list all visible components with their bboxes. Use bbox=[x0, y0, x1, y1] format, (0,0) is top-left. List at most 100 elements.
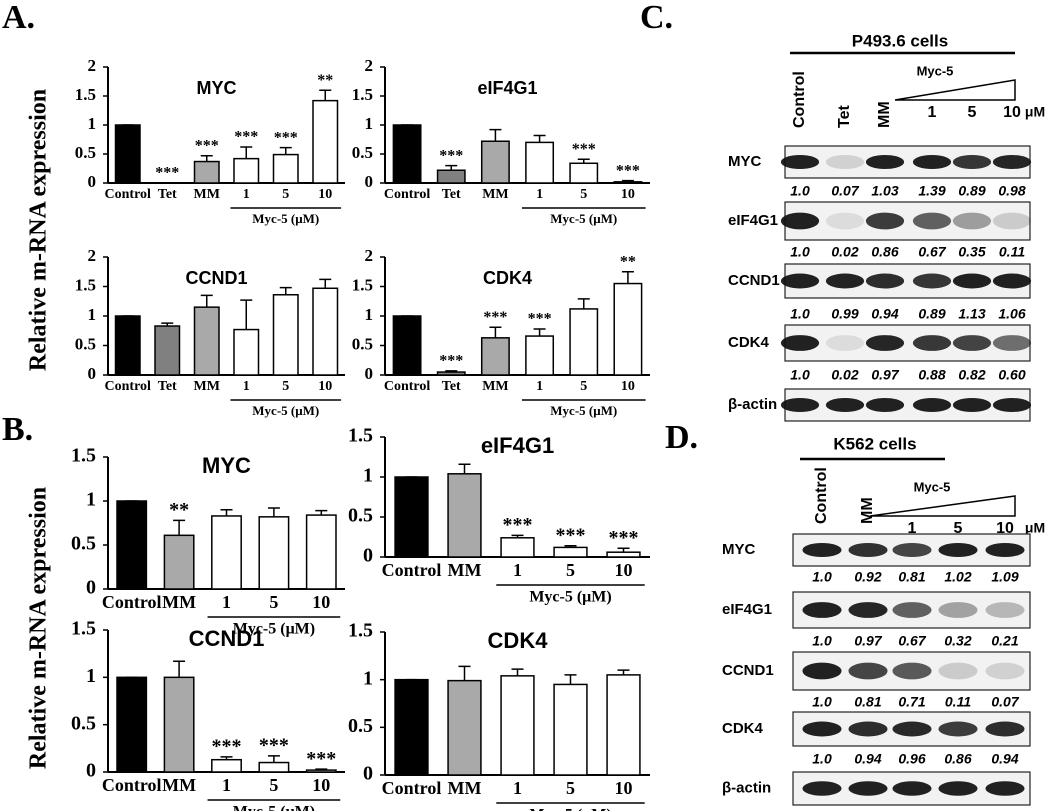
band bbox=[865, 273, 905, 289]
y-tick-label: 1.5 bbox=[348, 425, 373, 447]
bar bbox=[211, 758, 242, 773]
y-tick-label: 1.5 bbox=[71, 445, 96, 467]
bar bbox=[480, 140, 510, 184]
error-bar bbox=[533, 328, 546, 337]
x-tick-label: MM bbox=[162, 592, 196, 612]
bar bbox=[447, 473, 482, 558]
quantification: 0.86 bbox=[871, 244, 898, 260]
x-tick-label: 5 bbox=[580, 187, 587, 202]
y-tick-label: 1 bbox=[88, 114, 97, 133]
band bbox=[985, 602, 1025, 618]
band bbox=[992, 273, 1032, 289]
band bbox=[992, 397, 1032, 413]
band bbox=[865, 335, 905, 351]
band bbox=[848, 721, 888, 737]
quantification: 0.71 bbox=[898, 694, 925, 710]
error-bar bbox=[511, 668, 524, 676]
significance: *** bbox=[483, 309, 507, 326]
lane-label: Control bbox=[791, 71, 808, 128]
error-bar bbox=[319, 89, 332, 101]
quantification: 0.94 bbox=[871, 306, 898, 322]
error-bar bbox=[200, 154, 213, 162]
error-bar bbox=[200, 294, 213, 308]
x-tick-label: 1 bbox=[513, 560, 522, 580]
x-tick-label: 10 bbox=[615, 778, 633, 798]
x-tick-label: MM bbox=[194, 379, 220, 394]
bar bbox=[233, 328, 260, 376]
band bbox=[825, 273, 865, 289]
quantification: 0.02 bbox=[831, 244, 858, 260]
error-bar bbox=[445, 370, 458, 373]
chart-title: CDK4 bbox=[488, 628, 549, 653]
y-tick-label: 1 bbox=[363, 667, 373, 689]
bar bbox=[553, 683, 588, 776]
y-tick-label: 1.5 bbox=[352, 85, 373, 104]
quantification: 0.60 bbox=[998, 367, 1025, 383]
quantification: 0.82 bbox=[958, 367, 985, 383]
quantification: 0.81 bbox=[854, 694, 881, 710]
group-label: Myc-5 (μM) bbox=[233, 804, 315, 811]
x-tick-label: Control bbox=[102, 775, 162, 795]
band bbox=[780, 335, 820, 351]
y-tick-label: 1 bbox=[86, 665, 96, 687]
significance: *** bbox=[259, 735, 289, 757]
x-tick-label: 10 bbox=[312, 775, 330, 795]
error-bar bbox=[173, 660, 186, 678]
x-tick-label: 5 bbox=[282, 187, 289, 202]
band bbox=[802, 602, 842, 618]
blot-frame bbox=[784, 201, 1031, 241]
chart-title: MYC bbox=[197, 78, 237, 98]
quantification: 0.98 bbox=[998, 183, 1025, 199]
lane-label: MM bbox=[859, 497, 876, 524]
error-bar bbox=[617, 547, 630, 553]
significance: *** bbox=[212, 735, 242, 757]
x-tick-label: 10 bbox=[621, 379, 635, 394]
band bbox=[825, 335, 865, 351]
quantification: 1.0 bbox=[790, 306, 810, 322]
error-bar bbox=[564, 545, 577, 548]
significance: *** bbox=[274, 129, 298, 146]
lane-label: 5 bbox=[968, 104, 977, 121]
protein-label: CDK4 bbox=[728, 334, 769, 351]
y-tick-label: 0.5 bbox=[71, 712, 96, 734]
band bbox=[985, 542, 1025, 558]
significance: *** bbox=[609, 527, 639, 549]
band bbox=[865, 212, 905, 230]
quantification: 0.89 bbox=[958, 183, 985, 199]
bar bbox=[305, 514, 337, 590]
protein-label: CDK4 bbox=[722, 720, 763, 737]
quantification: 0.97 bbox=[871, 367, 899, 383]
significance: ** bbox=[620, 253, 636, 270]
band bbox=[892, 542, 932, 558]
x-tick-label: Tet bbox=[158, 187, 177, 202]
band bbox=[985, 781, 1025, 796]
significance: ** bbox=[317, 72, 333, 89]
protein-label: MYC bbox=[728, 153, 762, 170]
x-tick-label: 5 bbox=[269, 592, 278, 612]
error-bar bbox=[577, 298, 590, 309]
y-tick-label: 0 bbox=[365, 172, 374, 191]
y-tick-label: 0.5 bbox=[75, 143, 96, 162]
quantification: 0.02 bbox=[831, 367, 858, 383]
significance: *** bbox=[503, 514, 533, 536]
x-tick-label: MM bbox=[448, 560, 482, 580]
x-tick-label: Control bbox=[105, 187, 152, 202]
x-tick-label: 1 bbox=[222, 592, 231, 612]
lane-label: 10 bbox=[1003, 104, 1021, 121]
quantification: 1.0 bbox=[812, 633, 832, 649]
band bbox=[780, 212, 820, 230]
treatment-label: Myc-5 bbox=[914, 479, 951, 494]
bar bbox=[569, 162, 599, 184]
band bbox=[952, 335, 992, 351]
bar bbox=[114, 124, 141, 184]
x-tick-label: 1 bbox=[243, 379, 250, 394]
bar bbox=[392, 124, 422, 184]
chart-title: eIF4G1 bbox=[477, 78, 537, 98]
dose-wedge bbox=[869, 495, 1016, 517]
x-tick-label: 1 bbox=[243, 187, 250, 202]
chart-title: CCND1 bbox=[185, 268, 247, 288]
bar bbox=[500, 675, 535, 776]
error-bar bbox=[279, 146, 292, 155]
band bbox=[952, 273, 992, 289]
error-bar bbox=[267, 755, 280, 763]
